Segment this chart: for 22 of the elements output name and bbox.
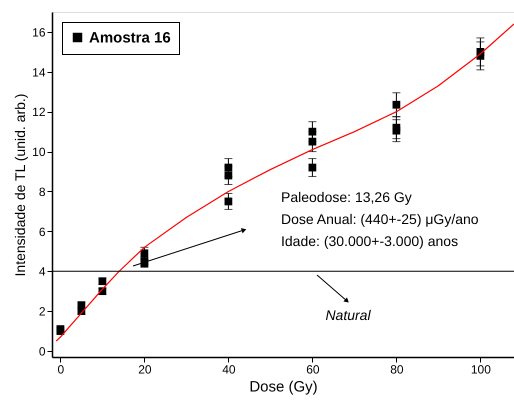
x-axis-title: Dose (Gy) — [249, 378, 318, 396]
y-tick-label: 6 — [38, 224, 46, 239]
x-tick-label: 20 — [138, 362, 152, 376]
y-tick-label: 0 — [38, 344, 46, 359]
y-tick-label: 12 — [32, 105, 46, 120]
x-tick-label: 80 — [390, 362, 404, 376]
y-tick-label: 10 — [32, 145, 46, 160]
y-tick-label: 14 — [32, 65, 46, 80]
legend-label: Amostra 16 — [89, 30, 171, 46]
annotation: Natural — [325, 307, 372, 323]
y-tick-label: 8 — [38, 184, 46, 199]
x-tick-label: 100 — [470, 362, 492, 376]
x-tick-label: 60 — [306, 362, 320, 376]
y-axis-title: Intensidade de TL (unid. arb.) — [12, 94, 28, 276]
annotation: Idade: (30.000+-3.000) anos — [281, 233, 458, 249]
annotation: Dose Anual: (440+-25) μGy/ano — [281, 211, 479, 227]
x-tick-label: 0 — [58, 362, 65, 376]
y-tick-label: 4 — [38, 264, 46, 279]
y-tick-label: 2 — [38, 304, 46, 319]
y-tick-label: 16 — [32, 25, 46, 40]
annotation: Paleodose: 13,26 Gy — [281, 189, 412, 205]
x-tick-label: 40 — [222, 362, 236, 376]
